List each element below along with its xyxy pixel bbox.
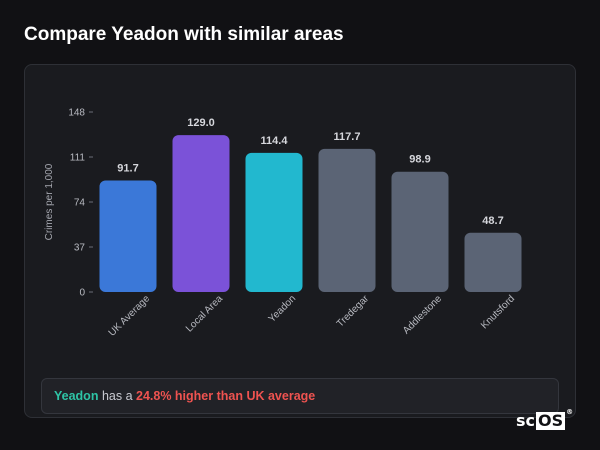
y-tick-label: 148 (68, 108, 85, 119)
bar-addlestone (391, 171, 449, 292)
bar-yeadon (245, 152, 303, 292)
bar-local-area (172, 135, 230, 292)
page-title: Compare Yeadon with similar areas (24, 24, 344, 45)
bar-tredegar (318, 148, 376, 292)
bar-chart: Crimes per 1,000 0 37 74 111 148 91.7 UK Averag… (44, 108, 522, 339)
x-tick-label: Local Area (184, 293, 226, 335)
bar-uk-average (99, 180, 157, 292)
bar-knutsford (464, 232, 522, 292)
y-tick-label: 37 (74, 243, 86, 254)
y-axis-label: Crimes per 1,000 (44, 163, 55, 240)
logo-boxed: OS (536, 411, 566, 430)
x-tick-label: Addlestone (401, 293, 444, 336)
x-tick-label: UK Average (107, 293, 153, 339)
callout-stat: 24.8% higher than UK average (136, 389, 316, 403)
bar-value-label: 117.7 (334, 131, 361, 143)
scos-logo: sc OS ® (516, 408, 573, 430)
bar-value-label: 98.9 (409, 154, 430, 166)
bar-value-label: 114.4 (261, 135, 289, 147)
logo-prefix: sc (516, 411, 536, 430)
callout-connector-text: has a (98, 389, 136, 403)
comparison-callout: Yeadon has a 24.8% higher than UK averag… (41, 378, 559, 414)
x-tick-label: Tredegar (335, 293, 372, 330)
logo-registered-mark: ® (566, 408, 574, 416)
y-tick-label: 74 (74, 198, 86, 209)
bar-value-label: 91.7 (117, 162, 138, 174)
y-tick-label: 111 (70, 153, 86, 164)
y-tick-label: 0 (79, 288, 85, 299)
bar-value-label: 129.0 (187, 117, 215, 129)
comparison-card: Crimes per 1,000 0 37 74 111 148 91.7 UK Averag… (24, 64, 576, 418)
x-tick-label: Knutsford (479, 293, 517, 331)
x-tick-label: Yeadon (267, 293, 299, 325)
bar-value-label: 48.7 (482, 215, 503, 227)
callout-area-name: Yeadon (54, 389, 99, 403)
